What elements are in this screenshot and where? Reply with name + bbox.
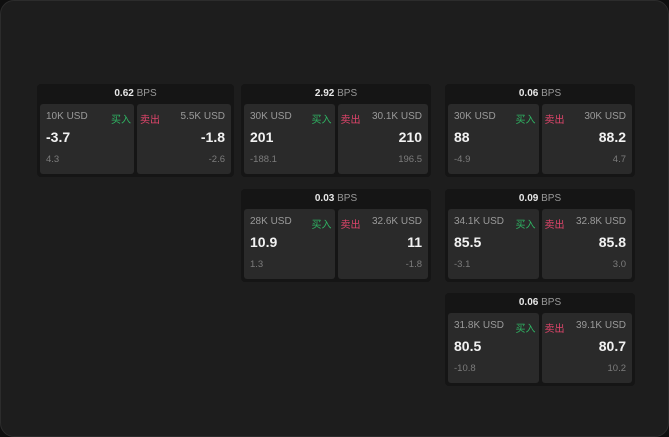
bid-change: -3.1 [454, 259, 471, 270]
quote-card: 2.92 BPS 30K USD 买入 201 -188.1 卖出 30.1K … [241, 84, 431, 177]
bid-change: -188.1 [250, 154, 277, 165]
quote-card: 0.62 BPS 10K USD 买入 -3.7 4.3 卖出 5.5K USD… [37, 84, 234, 177]
spread-unit: BPS [136, 88, 157, 99]
ask-size: 32.6K USD [371, 216, 422, 227]
sell-cell[interactable]: 卖出 39.1K USD 80.7 10.2 [541, 313, 632, 383]
bid-size: 28K USD [250, 216, 292, 227]
spread-value: 2.92 [314, 88, 335, 99]
spread-value: 0.06 [518, 88, 539, 99]
spread-header: 0.06 BPS [445, 84, 635, 104]
buy-label[interactable]: 买入 [515, 324, 536, 335]
quote-card: 0.06 BPS 30K USD 买入 88 -4.9 卖出 30K USD 8… [445, 84, 635, 177]
spread-value: 0.03 [314, 193, 335, 204]
ask-size: 30.1K USD [371, 111, 422, 122]
ask-price: -1.8 [200, 129, 225, 145]
spread-unit: BPS [541, 88, 562, 99]
ask-change: 4.7 [612, 154, 626, 165]
spread-unit: BPS [337, 88, 358, 99]
quote-card: 0.06 BPS 31.8K USD 买入 80.5 -10.8 卖出 39.1… [445, 293, 635, 386]
bid-price: 85.5 [454, 234, 482, 250]
buy-label[interactable]: 买入 [111, 115, 131, 126]
spread-value: 0.62 [114, 88, 134, 99]
ask-size: 39.1K USD [575, 320, 626, 331]
spread-header: 0.03 BPS [241, 189, 431, 209]
buy-label[interactable]: 买入 [515, 220, 536, 231]
spread-value: 0.06 [518, 297, 539, 308]
bid-size: 10K USD [46, 111, 88, 122]
ask-price: 210 [398, 129, 422, 145]
spread-value: 0.09 [518, 193, 539, 204]
bid-price: 201 [250, 129, 274, 145]
sell-label[interactable]: 卖出 [544, 324, 565, 335]
bid-change: 1.3 [250, 259, 264, 270]
sell-label[interactable]: 卖出 [544, 115, 565, 126]
bid-change: -4.9 [454, 154, 471, 165]
ask-change: 10.2 [607, 363, 627, 374]
buy-cell[interactable]: 30K USD 买入 88 -4.9 [448, 104, 539, 174]
ask-change: 196.5 [398, 154, 422, 165]
buy-cell[interactable]: 34.1K USD 买入 85.5 -3.1 [448, 209, 539, 279]
sell-cell[interactable]: 卖出 30K USD 88.2 4.7 [541, 104, 632, 174]
ask-size: 5.5K USD [180, 111, 225, 122]
sell-cell[interactable]: 卖出 5.5K USD -1.8 -2.6 [137, 104, 231, 174]
buy-label[interactable]: 买入 [515, 115, 536, 126]
spread-header: 2.92 BPS [241, 84, 431, 104]
sell-label[interactable]: 卖出 [340, 220, 361, 231]
spread-header: 0.06 BPS [445, 293, 635, 313]
bid-size: 34.1K USD [454, 216, 505, 227]
spread-header: 0.62 BPS [37, 84, 234, 104]
buy-cell[interactable]: 31.8K USD 买入 80.5 -10.8 [448, 313, 539, 383]
ask-size: 30K USD [584, 111, 626, 122]
spread-unit: BPS [337, 193, 358, 204]
ask-size: 32.8K USD [575, 216, 626, 227]
quote-card: 0.03 BPS 28K USD 买入 10.9 1.3 卖出 32.6K US… [241, 189, 431, 282]
sell-cell[interactable]: 卖出 30.1K USD 210 196.5 [337, 104, 428, 174]
bid-price: 80.5 [454, 338, 482, 354]
spread-header: 0.09 BPS [445, 189, 635, 209]
spread-unit: BPS [541, 193, 562, 204]
buy-cell[interactable]: 28K USD 买入 10.9 1.3 [244, 209, 335, 279]
buy-cell[interactable]: 10K USD 买入 -3.7 4.3 [40, 104, 134, 174]
ask-price: 11 [407, 234, 422, 250]
ask-change: -2.6 [208, 154, 225, 165]
buy-label[interactable]: 买入 [311, 115, 332, 126]
sell-label[interactable]: 卖出 [544, 220, 565, 231]
ask-change: 3.0 [612, 259, 626, 270]
quote-card: 0.09 BPS 34.1K USD 买入 85.5 -3.1 卖出 32.8K… [445, 189, 635, 282]
ask-price: 80.7 [598, 338, 626, 354]
sell-cell[interactable]: 卖出 32.8K USD 85.8 3.0 [541, 209, 632, 279]
bid-size: 31.8K USD [454, 320, 505, 331]
bid-price: 88 [454, 129, 470, 145]
spread-unit: BPS [541, 297, 562, 308]
bid-size: 30K USD [250, 111, 292, 122]
sell-cell[interactable]: 卖出 32.6K USD 11 -1.8 [337, 209, 428, 279]
bid-size: 30K USD [454, 111, 496, 122]
bid-price: -3.7 [46, 129, 71, 145]
ask-change: -1.8 [405, 259, 422, 270]
bid-change: -10.8 [454, 363, 476, 374]
bid-price: 10.9 [250, 234, 278, 250]
ask-price: 88.2 [598, 129, 626, 145]
buy-cell[interactable]: 30K USD 买入 201 -188.1 [244, 104, 335, 174]
buy-label[interactable]: 买入 [311, 220, 332, 231]
bid-change: 4.3 [46, 154, 60, 165]
sell-label[interactable]: 卖出 [140, 115, 160, 126]
sell-label[interactable]: 卖出 [340, 115, 361, 126]
ask-price: 85.8 [598, 234, 626, 250]
